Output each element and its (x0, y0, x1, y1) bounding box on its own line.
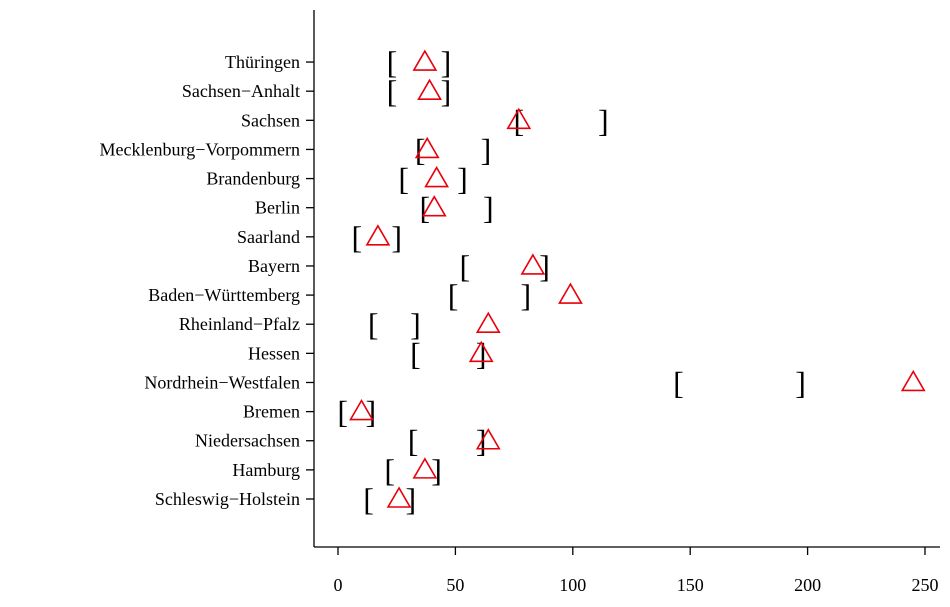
interval-upper-bracket: ] (441, 44, 452, 80)
interval-upper-bracket: ] (795, 364, 806, 400)
category-label: Sachsen−Anhalt (182, 81, 300, 101)
interval-upper-bracket: ] (483, 190, 494, 226)
x-axis-ticks: 0 50 100 150 200 250 (334, 547, 939, 595)
interval-lower-bracket: [ (368, 306, 379, 342)
x-tick-label: 0 (334, 575, 343, 595)
triangle-marker (424, 165, 450, 188)
interval-lower-bracket: [ (351, 219, 362, 255)
category-label: Mecklenburg−Vorpommern (100, 139, 300, 159)
triangle-marker (558, 282, 583, 304)
category-label: Niedersachsen (195, 431, 300, 451)
triangle-marker (386, 486, 412, 508)
category-label: Hamburg (232, 460, 300, 480)
interval-lower-bracket: [ (410, 335, 421, 371)
x-tick-label: 250 (912, 575, 939, 595)
category-label: Baden−Württemberg (148, 285, 300, 305)
triangle-marker (475, 311, 501, 334)
category-label: Rheinland−Pfalz (179, 314, 300, 334)
triangle-marker (475, 428, 501, 450)
triangle-marker (349, 399, 374, 421)
interval-upper-bracket: ] (410, 306, 421, 342)
triangle-marker (900, 369, 926, 392)
triangle-marker (417, 78, 442, 100)
triangle-marker (421, 195, 447, 217)
triangle-marker (412, 49, 438, 71)
interval-lower-bracket: [ (408, 423, 419, 459)
x-tick-label: 200 (794, 575, 821, 595)
interval-upper-bracket: ] (539, 248, 550, 284)
triangle-markers (349, 49, 926, 508)
interval-lower-bracket: [ (513, 102, 524, 138)
interval-upper-bracket: ] (405, 481, 416, 517)
category-label: Saarland (237, 227, 300, 247)
triangle-marker (468, 340, 494, 363)
interval-upper-bracket: ] (366, 394, 377, 430)
triangle-marker (520, 253, 546, 275)
triangle-marker (506, 107, 532, 130)
triangle-marker (365, 224, 391, 246)
interval-lower-bracket: [ (398, 161, 409, 197)
category-label: Bremen (243, 402, 300, 422)
interval-upper-bracket: ] (457, 161, 468, 197)
category-label: Berlin (255, 198, 300, 218)
interval-upper-bracket: ] (521, 277, 532, 313)
interval-upper-bracket: ] (476, 335, 487, 371)
interval-upper-bracket: ] (598, 102, 609, 138)
interval-lower-bracket: [ (420, 190, 431, 226)
interval-upper-bracket: ] (431, 452, 442, 488)
interval-lower-bracket: [ (459, 248, 470, 284)
interval-lower-bracket: [ (387, 73, 398, 109)
category-label: Schleswig−Holstein (155, 489, 300, 509)
interval-lower-bracket: [ (337, 394, 348, 430)
x-tick-label: 150 (677, 575, 704, 595)
interval-lower-bracket: [ (673, 364, 684, 400)
interval-lower-bracket: [ (384, 452, 395, 488)
interval-lower-bracket: [ (363, 481, 374, 517)
interval-upper-bracket: ] (391, 219, 402, 255)
interval-brackets: [][][][][][][][][][][][][][][][] (337, 44, 806, 517)
triangle-marker (412, 457, 438, 479)
category-label: Bayern (248, 256, 300, 276)
category-label: Brandenburg (206, 169, 300, 189)
category-label: Hessen (248, 343, 300, 363)
category-label: Nordrhein−Westfalen (144, 372, 300, 392)
category-labels: Schleswig−Holstein Hamburg Niedersachsen Br… (100, 52, 314, 509)
x-tick-label: 50 (446, 575, 464, 595)
interval-lower-bracket: [ (387, 44, 398, 80)
category-label: Thüringen (225, 52, 300, 72)
interval-lower-bracket: [ (448, 277, 459, 313)
interval-upper-bracket: ] (481, 131, 492, 167)
category-label: Sachsen (241, 110, 300, 130)
x-tick-label: 100 (559, 575, 586, 595)
interval-upper-bracket: ] (441, 73, 452, 109)
triangle-marker (414, 136, 440, 159)
